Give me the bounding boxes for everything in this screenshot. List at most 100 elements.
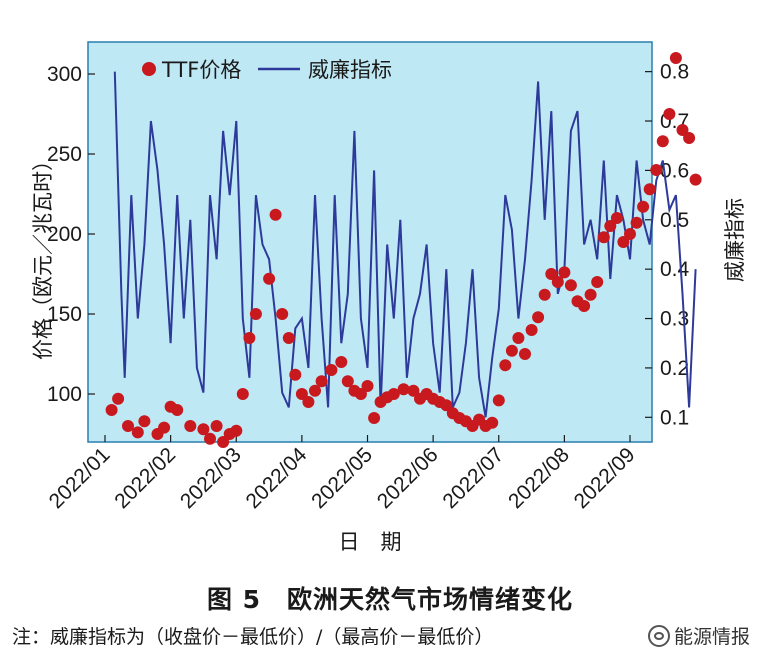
right-tick-label: 0.2 (660, 357, 689, 380)
ttf-point (564, 279, 577, 292)
legend-ttf-marker (142, 62, 156, 76)
ttf-point (269, 208, 282, 221)
x-tick-label: 2022/05 (307, 443, 377, 513)
left-axis-ticks: 100 150 200 250 300 (47, 63, 95, 406)
left-tick-label: 250 (47, 143, 82, 166)
ttf-point (624, 228, 636, 240)
legend-ttf-label: TTF价格 (161, 58, 241, 82)
x-tick-label: 2022/02 (110, 443, 180, 513)
ttf-point (171, 404, 184, 416)
right-axis-ticks: 0.10.20.30.40.50.60.70.8 (645, 61, 690, 429)
ttf-point (138, 415, 151, 428)
ttf-point (617, 236, 630, 248)
ttf-point (325, 364, 338, 376)
ttf-point (309, 384, 321, 397)
ttf-point (676, 124, 689, 136)
ttf-point (650, 164, 663, 176)
left-tick-label: 150 (47, 303, 82, 326)
ttf-point (112, 392, 125, 405)
ttf-point (656, 135, 669, 148)
ttf-point (105, 404, 118, 416)
ttf-point (122, 420, 134, 432)
ttf-point (499, 359, 512, 372)
ttf-point (387, 388, 400, 400)
ttf-point (637, 200, 650, 213)
right-tick-label: 0.8 (660, 61, 689, 84)
right-tick-label: 0.5 (660, 209, 689, 232)
ttf-point (578, 300, 591, 312)
ttf-point (597, 231, 610, 244)
x-tick-label: 2022/01 (45, 443, 115, 513)
ttf-point (669, 52, 682, 64)
ttf-points (105, 52, 702, 448)
x-tick-label: 2022/09 (570, 443, 640, 513)
ttf-point (354, 388, 367, 400)
ttf-point (545, 268, 558, 280)
x-axis-ticks: 2022/012022/022022/032022/042022/052022/… (45, 435, 640, 513)
ttf-point (643, 183, 656, 196)
ttf-point (663, 108, 676, 120)
ttf-point (131, 426, 144, 439)
watermark-label: 能源情报 (674, 626, 751, 648)
ttf-point (486, 416, 499, 429)
left-axis-title: 价格（欧元／兆瓦时） (31, 150, 55, 360)
ttf-point (263, 272, 276, 285)
left-tick-label: 200 (47, 223, 82, 246)
ttf-point (236, 388, 249, 400)
ttf-point (630, 216, 643, 229)
ttf-point (368, 412, 381, 424)
ttf-point (289, 368, 302, 381)
ttf-point (512, 332, 525, 344)
ttf-point (591, 276, 604, 288)
figure-note: 注：威廉指标为（收盘价－最低价）/（最高价－最低价） (12, 626, 494, 648)
ttf-point (210, 420, 223, 432)
left-tick-label: 300 (47, 63, 82, 86)
right-axis-title: 威廉指标 (723, 198, 747, 282)
ttf-point (505, 344, 518, 357)
ttf-point (407, 384, 420, 397)
x-tick-label: 2022/06 (373, 443, 443, 513)
ttf-point (610, 212, 623, 224)
ttf-point (249, 308, 262, 320)
ttf-point (584, 288, 597, 301)
x-tick-label: 2022/03 (176, 443, 246, 513)
ttf-point (302, 396, 315, 408)
ttf-point (397, 383, 410, 396)
right-tick-label: 0.6 (660, 159, 689, 182)
ttf-point (315, 375, 328, 388)
ttf-point (519, 348, 531, 360)
x-tick-label: 2022/07 (438, 443, 508, 513)
ttf-point (683, 132, 696, 144)
x-axis-title: 日 期 (339, 530, 402, 554)
right-tick-label: 0.1 (660, 406, 689, 429)
plot-area (87, 41, 653, 443)
x-tick-label: 2022/08 (504, 443, 574, 513)
ttf-point (440, 399, 453, 412)
legend-williams-label: 威廉指标 (308, 58, 392, 82)
ttf-point (204, 432, 216, 445)
ttf-point (230, 424, 243, 437)
ttf-point (243, 332, 256, 344)
ttf-point (532, 311, 545, 324)
ttf-point (276, 308, 289, 320)
ttf-point (295, 388, 308, 400)
williams-line (113, 71, 697, 418)
ttf-point (492, 394, 505, 407)
ttf-point (282, 332, 295, 344)
ttf-point (604, 220, 617, 232)
ttf-point (335, 356, 348, 368)
wechat-icon (648, 624, 670, 647)
ttf-point (361, 380, 374, 392)
figure-caption: 图 5 欧洲天然气市场情绪变化 (206, 585, 574, 614)
watermark: 能源情报 (648, 622, 750, 649)
ttf-point (538, 288, 551, 301)
x-tick-label: 2022/04 (241, 443, 311, 513)
ttf-point (158, 421, 171, 434)
ttf-point (341, 375, 354, 388)
chart-svg: 2022/012022/022022/032022/042022/052022/… (31, 41, 747, 554)
right-tick-label: 0.3 (660, 308, 689, 331)
ttf-point (217, 436, 230, 448)
legend: TTF价格 威廉指标 (142, 58, 392, 82)
ttf-point (184, 420, 197, 432)
ttf-point (525, 324, 538, 336)
